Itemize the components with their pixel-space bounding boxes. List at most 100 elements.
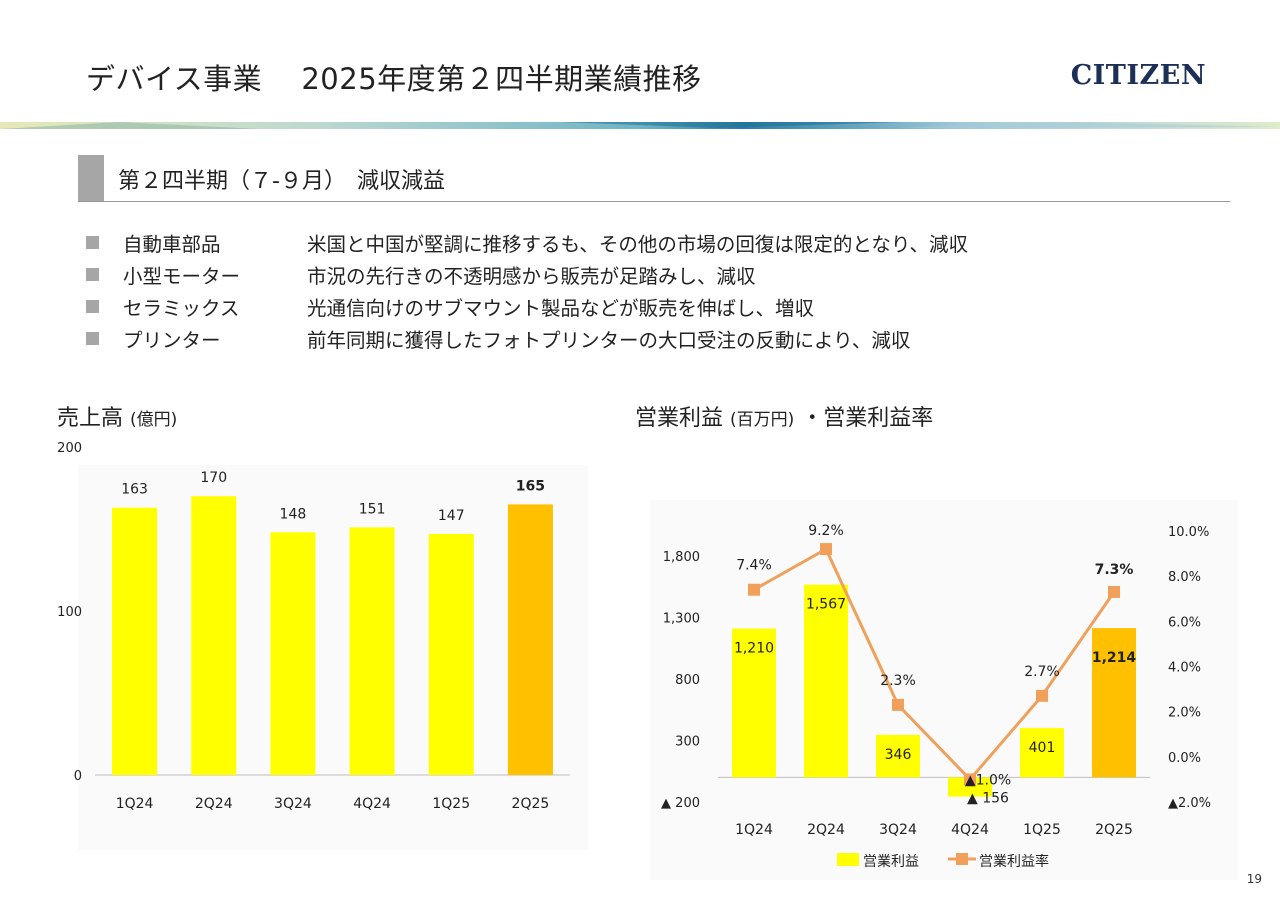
margin-line — [753, 546, 1116, 782]
margin-right-tick-label: 0.0% — [1168, 751, 1201, 766]
profit-data-label: 1,214 — [1092, 650, 1137, 666]
profit-left-tick-label: 800 — [675, 673, 700, 688]
bullet-item: 自動車部品 米国と中国が堅調に推移するも、その他の市場の回復は限定的となり、減収 — [86, 226, 968, 258]
margin-data-label: 7.3% — [1095, 562, 1134, 578]
profit-chart-title: 営業利益 (百万円) ・営業利益率 — [635, 400, 933, 432]
profit-data-label: ▲ 156 — [967, 790, 1009, 806]
legend-line-label: 営業利益率 — [979, 853, 1049, 870]
sales-y-tick-label: 100 — [57, 605, 82, 620]
sales-data-label: 151 — [359, 501, 386, 517]
sales-x-tick-label: 4Q24 — [353, 796, 391, 812]
margin-right-tick-label: 6.0% — [1168, 615, 1201, 630]
sales-data-label: 147 — [438, 508, 465, 524]
legend-bar-swatch — [837, 853, 859, 866]
profit-left-tick-label: 1,800 — [663, 550, 700, 565]
page-title: デバイス事業 2025年度第２四半期業績推移 — [86, 62, 702, 96]
margin-point — [1108, 585, 1120, 598]
margin-data-label: 2.3% — [880, 673, 916, 689]
profit-chart-title-text: 営業利益 — [635, 406, 724, 431]
margin-point — [964, 773, 976, 786]
margin-right-tick-label: 4.0% — [1168, 661, 1201, 676]
section-header: 第２四半期（７-９月） 減収減益 — [78, 155, 1230, 202]
profit-bar — [876, 734, 920, 778]
sales-data-label: 170 — [200, 470, 227, 486]
margin-right-tick-label: 10.0% — [1168, 525, 1209, 540]
margin-right-tick-label: ▲2.0% — [1168, 796, 1211, 811]
profit-bar — [804, 584, 848, 778]
margin-data-label: 2.7% — [1024, 664, 1060, 680]
profit-bar — [1092, 628, 1136, 778]
profit-bar — [948, 777, 992, 797]
margin-right-tick-label: 8.0% — [1168, 570, 1201, 585]
bullet-square-icon — [86, 235, 99, 249]
profit-bar — [1020, 728, 1064, 778]
bullet-list: 自動車部品 米国と中国が堅調に推移するも、その他の市場の回復は限定的となり、減収… — [86, 226, 968, 354]
sales-bar — [349, 527, 395, 775]
margin-point — [820, 543, 832, 556]
profit-x-tick-label: 3Q24 — [879, 822, 917, 838]
margin-data-label: 7.4% — [736, 558, 772, 574]
sales-data-label: 163 — [121, 482, 148, 498]
sales-bar — [191, 496, 237, 775]
profit-left-tick-label: ▲ 200 — [661, 796, 700, 811]
profit-left-tick-label: 1,300 — [663, 612, 700, 627]
bullet-text: 米国と中国が堅調に推移するも、その他の市場の回復は限定的となり、減収 — [307, 232, 969, 256]
profit-data-label: 346 — [885, 747, 912, 763]
sales-x-tick-label: 1Q25 — [432, 796, 470, 812]
bullet-name: 自動車部品 — [123, 232, 221, 256]
sales-x-tick-label: 1Q24 — [116, 796, 154, 812]
profit-data-label: 401 — [1029, 740, 1056, 756]
bullet-text: 光通信向けのサブマウント製品などが販売を伸ばし、増収 — [307, 296, 815, 320]
bullet-item: 小型モーター 市況の先行きの不透明感から販売が足踏みし、減収 — [86, 258, 968, 290]
profit-chart-title-suffix: ・営業利益率 — [801, 406, 934, 431]
profit-data-label: 1,210 — [734, 641, 774, 657]
margin-point — [892, 698, 904, 711]
section-marker — [78, 155, 104, 201]
bullet-name: 小型モーター — [123, 264, 241, 288]
margin-data-label: ▲1.0% — [965, 772, 1011, 788]
sales-data-label: 148 — [280, 506, 307, 522]
profit-bar — [732, 628, 776, 778]
sales-bar — [428, 533, 474, 775]
brand-logo: CITIZEN — [1070, 60, 1206, 91]
sales-chart-unit: (億円) — [130, 410, 178, 430]
page-number: 19 — [1246, 872, 1262, 886]
bullet-square-icon — [86, 267, 99, 281]
sales-x-tick-label: 2Q25 — [512, 796, 550, 812]
sales-plot-background — [78, 465, 588, 850]
bullet-item: セラミックス 光通信向けのサブマウント製品などが販売を伸ばし、増収 — [86, 290, 968, 322]
sales-x-tick-label: 3Q24 — [274, 796, 312, 812]
margin-point — [1036, 689, 1048, 702]
bullet-name: セラミックス — [123, 296, 240, 320]
sales-bar — [507, 504, 553, 775]
margin-right-tick-label: 2.0% — [1168, 706, 1201, 721]
bullet-text: 前年同期に獲得したフォトプリンターの大口受注の反動により、減収 — [307, 328, 911, 352]
section-heading: 第２四半期（７-９月） 減収減益 — [118, 169, 445, 194]
sales-chart-title: 売上高 (億円) — [57, 400, 177, 432]
bullet-square-icon — [86, 299, 99, 313]
profit-x-tick-label: 4Q24 — [951, 822, 989, 838]
profit-x-tick-label: 1Q25 — [1023, 822, 1061, 838]
margin-data-label: 9.2% — [808, 523, 844, 539]
profit-data-label: 1,567 — [806, 597, 846, 613]
sales-y-tick-label: 200 — [57, 441, 82, 456]
sales-y-tick-label: 0 — [74, 769, 82, 784]
bullet-item: プリンター 前年同期に獲得したフォトプリンターの大口受注の反動により、減収 — [86, 322, 968, 354]
profit-x-tick-label: 2Q24 — [807, 822, 845, 838]
sales-data-label: 165 — [516, 478, 545, 494]
legend-line-marker — [956, 853, 968, 865]
bullet-square-icon — [86, 331, 99, 345]
margin-point — [748, 583, 760, 596]
profit-chart-unit: (百万円) — [730, 410, 795, 430]
legend-bar-label: 営業利益 — [863, 854, 919, 870]
sales-bar — [270, 532, 316, 775]
profit-x-tick-label: 2Q25 — [1095, 822, 1133, 838]
profit-x-tick-label: 1Q24 — [735, 822, 773, 838]
profit-left-tick-label: 300 — [675, 735, 700, 750]
sales-chart-title-text: 売上高 — [57, 406, 124, 431]
decorative-banner — [0, 122, 1280, 129]
bullet-name: プリンター — [123, 328, 221, 352]
bullet-text: 市況の先行きの不透明感から販売が足踏みし、減収 — [307, 264, 756, 288]
sales-bar — [112, 507, 158, 775]
